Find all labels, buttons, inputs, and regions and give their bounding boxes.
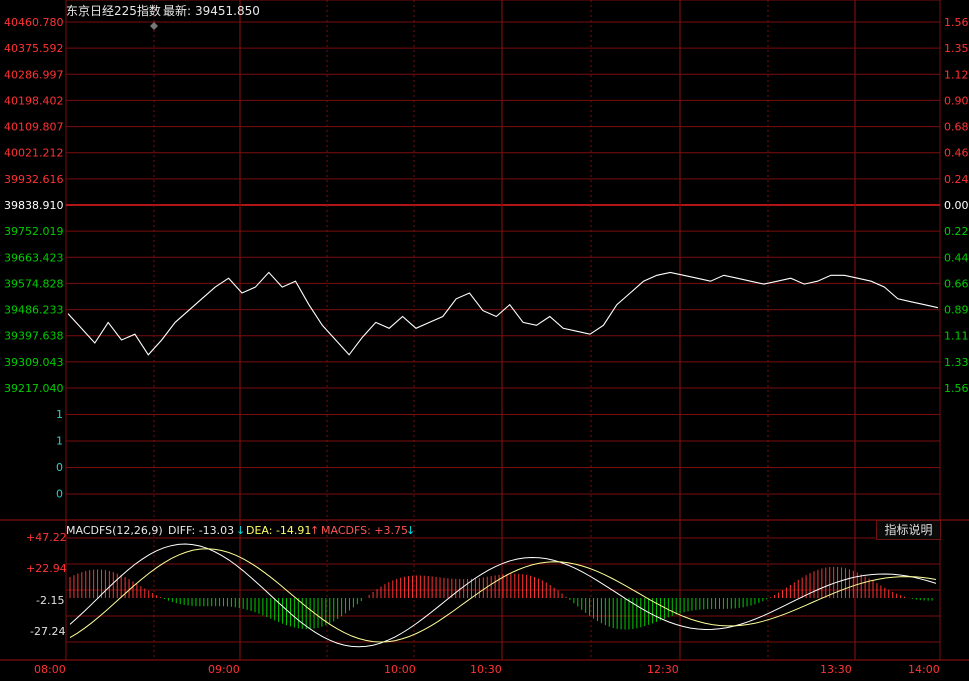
price-label-right: 0.46%: [944, 147, 969, 160]
price-line: [67, 271, 939, 356]
cursor-marker-icon: [150, 22, 158, 30]
price-label-left: 39663.423: [4, 251, 64, 264]
latest-value: 39451.850: [195, 4, 260, 18]
dea-line: [69, 548, 937, 643]
price-label-right: 0.89%: [944, 304, 969, 317]
price-label-right: 1.56%: [944, 382, 969, 395]
price-label-right: 1.56%: [944, 16, 969, 29]
price-label-right: 0.66%: [944, 277, 969, 290]
volume-label: 0: [56, 461, 63, 474]
price-label-left: 40375.592: [4, 42, 64, 55]
macd-histogram: [69, 566, 933, 630]
price-label-left: 40109.807: [4, 121, 64, 134]
time-axis: 08:00 09:00 10:00 10:30 12:30 13:30 14:00: [34, 663, 940, 676]
price-label-right: 0.68%: [944, 121, 969, 134]
price-label-right: 1.11%: [944, 330, 969, 343]
index-name: 东京日经225指数: [66, 3, 161, 18]
latest-label: 最新:: [163, 3, 191, 18]
macd-axis: +47.22 +22.94 -2.15 -27.24: [26, 531, 67, 638]
price-label-right: 0.24%: [944, 173, 969, 186]
time-label: 09:00: [208, 663, 240, 676]
time-label: 08:00: [34, 663, 66, 676]
price-label-right: 1.33%: [944, 356, 969, 369]
macd-dea: DEA: -14.91: [246, 524, 311, 537]
price-label-left: 40460.780: [4, 16, 64, 29]
volume-label: 0: [56, 488, 63, 501]
macd-diff-arrow: ↓: [236, 524, 245, 537]
price-label-left: 39932.616: [4, 173, 64, 186]
diff-line: [69, 543, 937, 648]
price-label-left: 39217.040: [4, 382, 64, 395]
time-label: 13:30: [820, 663, 852, 676]
volume-label: 1: [56, 408, 63, 421]
price-label-right: 0.44%: [944, 251, 969, 264]
price-label-right: 0.22%: [944, 225, 969, 238]
macd-params: MACDFS(12,26,9): [66, 524, 163, 537]
macd-axis-label: +47.22: [26, 531, 67, 544]
price-axis-left: 40460.780 40375.592 40286.997 40198.402 4010…: [4, 16, 64, 395]
time-label: 10:00: [384, 663, 416, 676]
macd-dea-arrow: ↑: [310, 524, 319, 537]
volume-label: 1: [56, 435, 63, 448]
price-label-right: 0.90%: [944, 94, 969, 107]
price-label-left: 39397.638: [4, 330, 64, 343]
time-label: 12:30: [647, 663, 679, 676]
macd-axis-label: -2.15: [36, 594, 64, 607]
price-label-left: 39309.043: [4, 356, 64, 369]
price-label-left: 40198.402: [4, 94, 64, 107]
time-label: 10:30: [470, 663, 502, 676]
macd-macdfs: MACDFS: +3.75: [321, 524, 408, 537]
macd-axis-label: -27.24: [30, 625, 65, 638]
time-label: 14:00: [908, 663, 940, 676]
price-label-left: 40286.997: [4, 68, 64, 81]
macd-diff: DIFF: -13.03: [168, 524, 234, 537]
price-label-left: 39574.828: [4, 277, 64, 290]
chart-grid: [0, 0, 969, 661]
macd-macdfs-arrow: ↓: [406, 524, 415, 537]
indicator-help-button[interactable]: 指标说明: [876, 520, 941, 540]
volume-axis-left: 1 1 0 0: [56, 408, 63, 501]
price-axis-right: 1.56% 1.35% 1.12% 0.90% 0.68% 0.46% 0.24% 0.00%…: [944, 16, 969, 395]
price-label-left: 40021.212: [4, 147, 64, 160]
macd-axis-label: +22.94: [26, 562, 67, 575]
price-label-left: 39752.019: [4, 225, 64, 238]
price-label-right: 1.12%: [944, 68, 969, 81]
price-label-left: 39486.233: [4, 304, 64, 317]
price-label-right: 1.35%: [944, 42, 969, 55]
price-label-left: 39838.910: [4, 199, 64, 212]
price-label-right: 0.00%: [944, 199, 969, 212]
